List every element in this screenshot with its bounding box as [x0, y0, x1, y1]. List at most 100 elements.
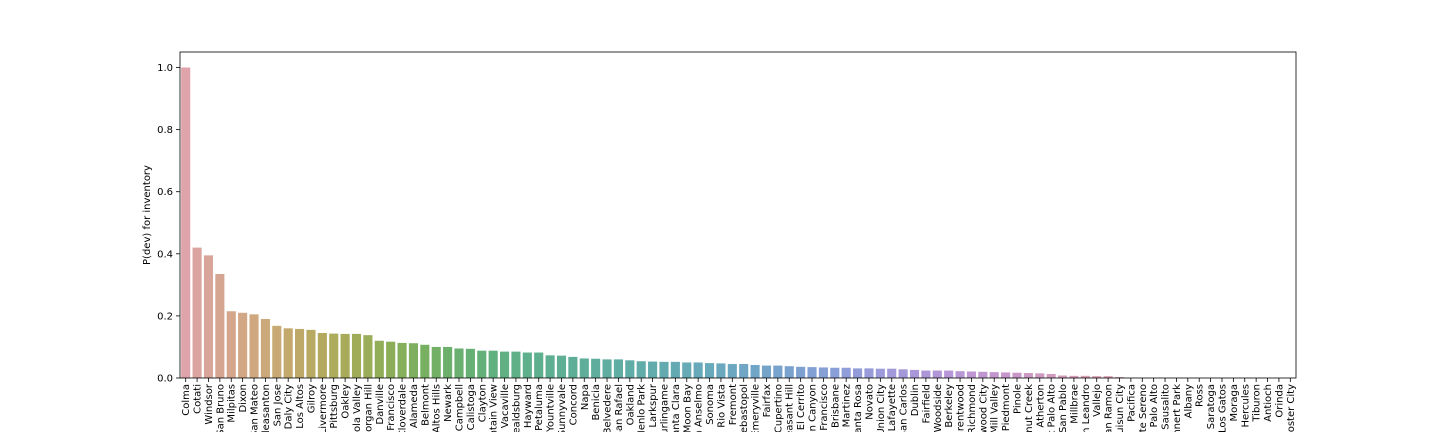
- x-tick-label: Belvedere: [603, 384, 614, 432]
- y-tick-label: 1.0: [157, 63, 173, 74]
- bar: [397, 342, 407, 378]
- x-tick-label: Concord: [568, 384, 579, 425]
- x-tick-label: Berkeley: [944, 384, 955, 428]
- bar: [454, 348, 464, 378]
- bar: [716, 363, 726, 378]
- x-tick-label: San Carlos: [899, 384, 910, 432]
- x-tick-label: Los Altos: [295, 384, 306, 429]
- bar: [465, 348, 475, 378]
- x-tick-label: Belmont: [420, 384, 431, 426]
- bar: [340, 333, 350, 378]
- x-tick-label: Sausalito: [1161, 384, 1172, 430]
- bar: [192, 247, 202, 378]
- bar: [841, 367, 851, 378]
- bar: [1114, 377, 1125, 378]
- y-tick-label: 0.8: [157, 125, 173, 136]
- x-tick-label: Monte Sereno: [1138, 384, 1149, 432]
- x-tick-label: Mill Valley: [990, 384, 1001, 432]
- bar: [579, 358, 589, 378]
- bar: [853, 368, 863, 378]
- bar: [693, 362, 703, 378]
- x-tick-label: Los Altos Hills: [432, 384, 443, 432]
- y-tick-label: 0.6: [157, 187, 173, 198]
- bar: [818, 367, 828, 378]
- bar: [670, 361, 680, 378]
- bar: [682, 362, 692, 378]
- y-axis-label: P(dev) for inventory: [142, 165, 153, 265]
- bar: [807, 367, 817, 378]
- x-tick-label: Hayward: [523, 384, 534, 428]
- bar: [784, 366, 794, 378]
- x-tick-label: Burlingame: [659, 384, 670, 432]
- x-tick-label: Benicia: [591, 384, 602, 421]
- x-tick-label: Campbell: [455, 384, 466, 431]
- x-tick-label: Santa Rosa: [853, 384, 864, 432]
- x-tick-label: Foster City: [1286, 384, 1297, 432]
- x-tick-label: Pleasant Hill: [785, 384, 796, 432]
- bar: [363, 335, 373, 378]
- x-tick-label: Dublin: [910, 384, 921, 416]
- x-tick-label: Lafayette: [887, 384, 898, 431]
- x-tick-label: Yountville: [546, 384, 557, 432]
- x-tick-label: Healdsburg: [511, 384, 522, 432]
- bar: [750, 364, 760, 378]
- x-tick-label: Napa: [580, 384, 591, 410]
- bar: [408, 343, 419, 378]
- x-tick-label: Albany: [1183, 384, 1194, 418]
- x-tick-label: Novato: [864, 384, 875, 420]
- x-tick-label: Oakley: [341, 384, 352, 419]
- bar: [499, 351, 510, 378]
- x-tick-label: Alameda: [409, 384, 420, 428]
- bar: [534, 352, 544, 378]
- bar: [875, 368, 885, 378]
- x-tick-label: San Anselmo: [694, 384, 705, 432]
- bar: [329, 333, 339, 378]
- x-tick-label: Oakland: [625, 384, 636, 425]
- x-tick-label: East Palo Alto: [1047, 384, 1058, 432]
- x-tick-label: San Rafael: [614, 384, 625, 432]
- bar: [545, 355, 555, 378]
- x-tick-label: El Cerrito: [796, 384, 807, 430]
- bar: [921, 370, 931, 378]
- x-tick-label: Pacifica: [1126, 384, 1137, 422]
- x-tick-label: Colma: [181, 384, 192, 416]
- bar: [1057, 375, 1068, 378]
- y-tick-label: 0.2: [157, 311, 173, 322]
- bar: [522, 352, 532, 378]
- x-tick-label: San Leandro: [1081, 384, 1092, 432]
- bar: [773, 365, 783, 378]
- bar: [295, 328, 305, 378]
- bar: [1001, 372, 1011, 378]
- x-tick-label: Los Gatos: [1217, 384, 1228, 432]
- x-tick-label: Brentwood: [956, 384, 967, 432]
- bar: [477, 350, 487, 378]
- x-tick-label: San Ramon: [1104, 384, 1115, 432]
- x-tick-label: Atherton: [1035, 384, 1046, 428]
- bar: [944, 370, 954, 378]
- x-tick-label: Portola Valley: [352, 384, 363, 432]
- bar: [909, 369, 920, 378]
- bar: [556, 355, 567, 378]
- bar: [887, 368, 897, 378]
- x-tick-label: Half Moon Bay: [682, 384, 693, 432]
- bar: [260, 319, 270, 378]
- bar: [739, 364, 749, 378]
- x-tick-label: Redwood City: [978, 384, 989, 432]
- x-tick-label: Newark: [443, 384, 454, 422]
- x-tick-label: Hercules: [1240, 384, 1251, 428]
- x-tick-label: Martinez: [842, 384, 853, 427]
- bar: [226, 311, 236, 378]
- bar: [215, 273, 225, 378]
- x-tick-label: Sunnyvale: [557, 384, 568, 432]
- x-tick-label: Tiburon: [1252, 384, 1263, 423]
- x-tick-label: Danville: [375, 384, 386, 425]
- x-tick-label: Walnut Creek: [1024, 384, 1035, 432]
- bar: [602, 359, 612, 378]
- x-tick-label: Ross: [1195, 384, 1206, 407]
- bar: [659, 361, 669, 378]
- bar: [1046, 373, 1056, 378]
- x-tick-label: Cloverdale: [398, 384, 409, 432]
- bar: [932, 370, 942, 378]
